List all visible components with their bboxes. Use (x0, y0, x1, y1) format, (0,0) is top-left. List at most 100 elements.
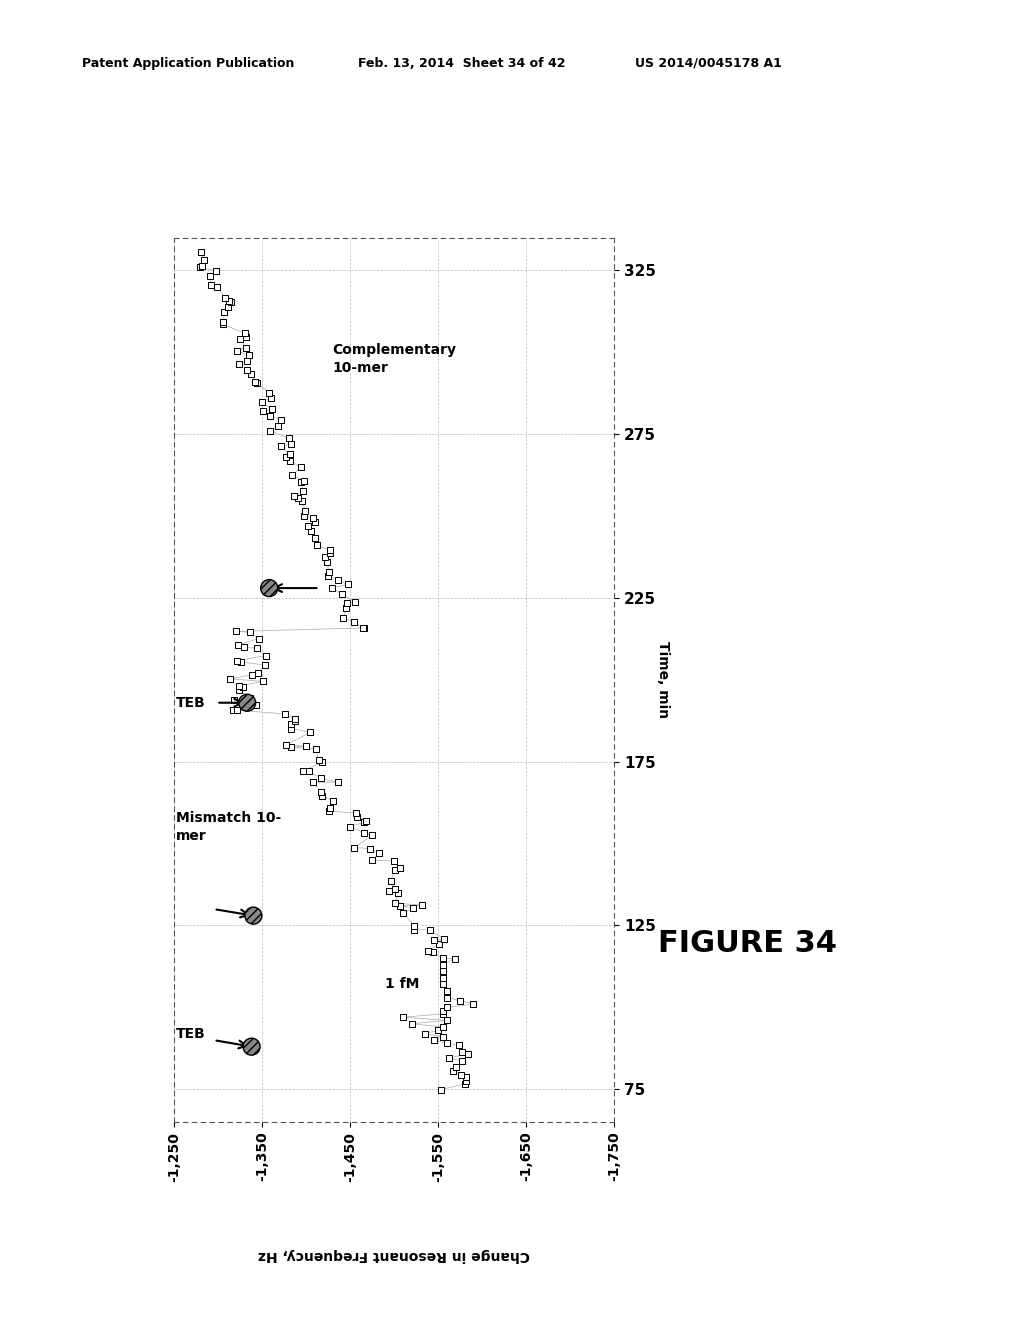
Point (276, 704, 293, 725)
Point (383, 870, 399, 891)
Point (248, 694, 264, 715)
Point (422, 919, 438, 940)
Point (407, 919, 423, 940)
Point (307, 738, 324, 759)
Point (258, 645, 274, 667)
Point (347, 803, 364, 824)
Point (261, 383, 278, 404)
Point (264, 399, 281, 420)
Text: Patent Application Publication: Patent Application Publication (82, 57, 294, 70)
Point (226, 689, 243, 710)
Point (245, 906, 261, 927)
Point (324, 577, 340, 598)
Point (434, 961, 451, 982)
Point (193, 242, 209, 263)
Point (254, 671, 270, 692)
Point (247, 371, 263, 392)
Point (304, 507, 321, 528)
Point (284, 465, 300, 486)
Point (303, 521, 319, 543)
Point (191, 256, 208, 277)
Point (231, 354, 248, 375)
Point (308, 535, 325, 556)
Point (451, 1035, 467, 1056)
Point (425, 929, 441, 950)
Point (322, 540, 338, 561)
Point (234, 676, 251, 697)
Point (383, 870, 399, 891)
Point (454, 1064, 470, 1085)
Point (386, 879, 402, 900)
Point (237, 323, 253, 345)
Point (301, 760, 317, 781)
Point (322, 800, 338, 821)
Point (209, 276, 225, 297)
Y-axis label: Time, min: Time, min (656, 642, 670, 718)
Point (434, 948, 451, 969)
Point (458, 1071, 474, 1092)
Point (387, 859, 403, 880)
Point (304, 772, 321, 793)
Point (339, 593, 355, 614)
Point (297, 500, 313, 521)
Point (430, 1020, 446, 1041)
Point (238, 326, 254, 347)
Point (262, 420, 279, 441)
Point (434, 1003, 451, 1024)
Point (245, 664, 261, 685)
Point (279, 734, 295, 755)
Point (390, 882, 407, 903)
Point (221, 668, 238, 689)
Point (314, 785, 331, 807)
Point (253, 392, 269, 413)
Text: US 2014/0045178 A1: US 2014/0045178 A1 (635, 57, 781, 70)
Point (432, 1078, 449, 1100)
Text: Feb. 13, 2014  Sheet 34 of 42: Feb. 13, 2014 Sheet 34 of 42 (358, 57, 566, 70)
Point (296, 471, 312, 492)
Point (202, 265, 218, 286)
Point (417, 1023, 433, 1044)
Point (239, 692, 255, 713)
Point (232, 329, 249, 350)
Point (215, 314, 231, 335)
Point (243, 363, 259, 384)
Point (225, 700, 242, 721)
Point (458, 1067, 474, 1088)
X-axis label: Change in Resonant Frequency, Hz: Change in Resonant Frequency, Hz (258, 1249, 530, 1262)
Point (281, 428, 297, 449)
Point (257, 655, 273, 676)
Point (313, 781, 330, 803)
Point (279, 446, 295, 467)
Point (457, 1073, 473, 1094)
Point (444, 1060, 461, 1081)
Point (293, 471, 309, 492)
Point (439, 1032, 456, 1053)
Point (406, 916, 422, 937)
Point (330, 772, 346, 793)
Point (310, 748, 327, 770)
Point (425, 941, 441, 962)
Point (386, 850, 402, 871)
Point (241, 345, 257, 366)
Point (269, 416, 286, 437)
Point (325, 791, 341, 812)
Point (283, 433, 299, 454)
Point (361, 838, 378, 859)
Point (392, 857, 409, 878)
Point (434, 954, 451, 975)
Point (293, 457, 309, 478)
Point (249, 638, 265, 659)
Point (287, 709, 303, 730)
Point (449, 1057, 465, 1078)
Point (342, 816, 358, 837)
Point (354, 618, 371, 639)
Point (355, 812, 372, 833)
Point (330, 569, 346, 590)
Point (403, 1014, 420, 1035)
Point (312, 768, 329, 789)
Point (356, 822, 373, 843)
Point (242, 688, 258, 709)
Point (434, 1016, 451, 1038)
Text: TEB: TEB (176, 696, 206, 710)
Point (263, 388, 280, 409)
